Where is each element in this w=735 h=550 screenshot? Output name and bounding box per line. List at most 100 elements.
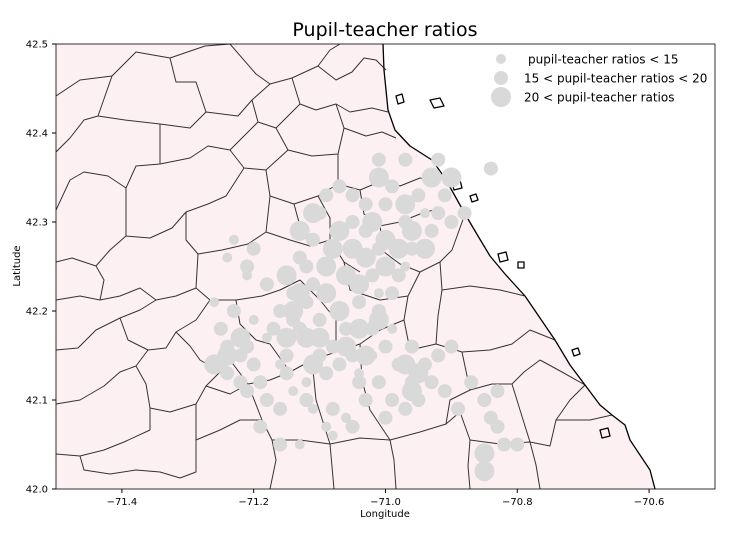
data-point [213, 321, 228, 336]
data-point [437, 188, 452, 203]
boundary-line [56, 44, 231, 97]
data-point [358, 393, 373, 407]
data-point [474, 443, 495, 464]
data-point [404, 339, 419, 354]
legend-label-medium: 15 < pupil-teacher ratios < 20 [524, 72, 707, 86]
data-point [401, 381, 422, 402]
data-point [441, 167, 462, 188]
y-tick-label: 42.2 [26, 307, 48, 318]
data-point [368, 309, 389, 330]
data-point [233, 375, 248, 390]
data-point [325, 401, 340, 416]
data-point [355, 247, 376, 268]
data-point [352, 375, 367, 390]
data-point [373, 288, 384, 299]
boundary-line [79, 404, 197, 479]
x-axis-label: Longitude [360, 509, 410, 520]
data-point [301, 377, 312, 388]
boundary-line [556, 414, 613, 421]
data-point [299, 393, 314, 407]
data-point [266, 321, 281, 336]
coastal-islands [395, 93, 611, 439]
data-point [341, 412, 351, 423]
data-point [319, 366, 334, 381]
data-point [398, 152, 413, 167]
data-point [378, 197, 393, 212]
data-point [401, 220, 422, 241]
island [599, 427, 611, 439]
data-point [289, 220, 310, 241]
data-point [276, 327, 297, 348]
data-point [336, 336, 356, 357]
boundary-line [56, 349, 149, 405]
data-point [217, 345, 238, 366]
data-point [358, 197, 373, 212]
legend: pupil-teacher ratios < 15 15 < pupil-tea… [491, 53, 707, 107]
data-point [444, 215, 459, 229]
boundary-line [529, 441, 541, 489]
data-point [408, 363, 429, 384]
y-tick-label: 42.5 [26, 40, 48, 51]
x-tick-label: −71.4 [107, 497, 138, 508]
island [497, 251, 509, 263]
data-point [226, 304, 241, 318]
data-point [349, 274, 370, 295]
data-point [259, 393, 274, 407]
data-point [431, 348, 446, 363]
data-point [289, 283, 310, 304]
data-point [294, 439, 305, 450]
boundary-line [435, 213, 466, 345]
data-point [345, 419, 360, 434]
legend-marker-medium [494, 71, 508, 85]
ocean-area [383, 44, 715, 489]
data-point [387, 323, 398, 334]
data-point [368, 167, 389, 188]
boundary-line [169, 57, 207, 113]
boundary-line [210, 279, 301, 301]
x-tick-label: −70.8 [502, 497, 533, 508]
data-point [404, 241, 419, 256]
data-point [391, 268, 406, 283]
data-point [395, 194, 416, 215]
data-point [312, 312, 327, 327]
island [429, 97, 445, 109]
data-point [345, 215, 360, 229]
data-point [375, 256, 396, 277]
data-point [385, 393, 400, 407]
data-point [253, 375, 268, 390]
data-point [276, 265, 297, 286]
data-point [400, 261, 411, 272]
boundary-line [135, 359, 231, 413]
boundary-line [251, 99, 301, 129]
data-point [490, 419, 505, 434]
data-point [424, 375, 439, 390]
boundary-line [329, 443, 335, 489]
y-tick-label: 42.0 [26, 485, 48, 496]
data-point [457, 206, 472, 221]
data-point [497, 437, 512, 452]
x-tick-label: −71.2 [238, 497, 269, 508]
data-point [303, 203, 323, 224]
boundary-line [119, 287, 211, 351]
x-tick-label: −70.6 [634, 497, 665, 508]
boundary-line [56, 253, 199, 301]
data-point [444, 339, 459, 354]
data-point [388, 238, 409, 259]
data-point [288, 386, 299, 397]
y-tick-label: 42.1 [26, 396, 48, 407]
boundary-line [265, 154, 339, 205]
data-point [321, 421, 332, 432]
map-layer [56, 44, 715, 489]
data-point [510, 437, 525, 452]
data-point [371, 375, 386, 390]
data-point [385, 286, 400, 301]
data-point [309, 327, 330, 348]
data-point [279, 348, 294, 363]
data-point [329, 220, 350, 241]
data-point [378, 339, 393, 354]
data-point [477, 393, 492, 407]
data-point [246, 357, 261, 372]
data-point [483, 161, 498, 176]
